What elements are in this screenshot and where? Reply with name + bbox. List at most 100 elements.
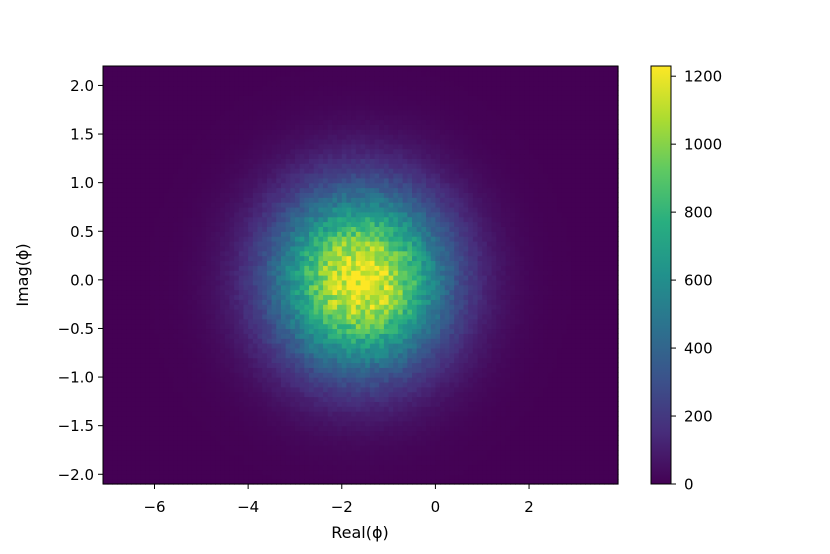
heatmap-cell [201, 435, 207, 441]
heatmap-cell [608, 367, 614, 373]
heatmap-cell [402, 440, 408, 446]
heatmap-cell [271, 381, 277, 388]
heatmap-cell [444, 425, 451, 432]
heatmap-cell [608, 479, 614, 485]
heatmap-cell [608, 284, 614, 291]
heatmap-cell [187, 284, 193, 291]
heatmap-cell [323, 469, 329, 475]
heatmap-cell [271, 313, 277, 320]
heatmap-cell [407, 445, 413, 451]
heatmap-cell [613, 304, 619, 310]
heatmap-cell [379, 347, 385, 354]
heatmap-cell [580, 415, 586, 422]
heatmap-cell [388, 406, 394, 412]
heatmap-cell [477, 294, 483, 300]
heatmap-cell [121, 401, 128, 407]
heatmap-cell [412, 289, 418, 296]
heatmap-cell [412, 275, 418, 281]
heatmap-cell [294, 411, 301, 417]
heatmap-cell [294, 343, 301, 349]
heatmap-cell [594, 265, 600, 271]
heatmap-cell [149, 430, 156, 436]
heatmap-cell [575, 372, 582, 378]
heatmap-cell [533, 430, 540, 436]
heatmap-cell [603, 333, 610, 339]
heatmap-cell [201, 454, 207, 461]
heatmap-cell [468, 479, 474, 485]
heatmap-cell [477, 474, 483, 480]
heatmap-cell [327, 328, 334, 334]
heatmap-cell [454, 328, 460, 334]
heatmap-cell [608, 474, 614, 480]
heatmap-cell [500, 304, 507, 310]
heatmap-cell [566, 445, 572, 451]
heatmap-cell [552, 372, 558, 378]
heatmap-cell [145, 415, 151, 422]
heatmap-cell [234, 294, 240, 300]
heatmap-cell [397, 386, 404, 393]
heatmap-cell [135, 386, 142, 393]
heatmap-cell [285, 406, 291, 412]
heatmap-cell [575, 270, 582, 276]
heatmap-cell [145, 381, 151, 388]
heatmap-cell [271, 265, 277, 271]
heatmap-cell [294, 309, 301, 315]
heatmap-cell [224, 449, 231, 456]
heatmap-cell [613, 328, 619, 334]
heatmap-cell [145, 474, 151, 480]
heatmap-cell [426, 309, 432, 315]
heatmap-cell [257, 265, 263, 271]
heatmap-cell [444, 391, 451, 398]
heatmap-cell [210, 279, 216, 286]
heatmap-cell [365, 411, 371, 417]
heatmap-cell [285, 401, 291, 407]
heatmap-cell [613, 284, 619, 291]
heatmap-cell [252, 309, 259, 315]
heatmap-cell [220, 435, 226, 441]
heatmap-cell [435, 318, 441, 325]
heatmap-cell [290, 474, 296, 480]
heatmap-cell [309, 352, 315, 359]
heatmap-cell [285, 474, 291, 480]
heatmap-cell [477, 299, 483, 305]
heatmap-cell [589, 435, 596, 441]
heatmap-cell [435, 445, 441, 451]
heatmap-cell [271, 479, 277, 485]
heatmap-cell [276, 435, 282, 441]
heatmap-cell [196, 454, 202, 461]
heatmap-cell [524, 352, 530, 359]
heatmap-cell [149, 425, 156, 432]
heatmap-cell [201, 372, 207, 378]
heatmap-cell [529, 270, 535, 276]
heatmap-cell [613, 381, 619, 388]
heatmap-cell [463, 304, 469, 310]
heatmap-cell [486, 323, 493, 330]
heatmap-cell [454, 338, 460, 344]
heatmap-cell [248, 459, 254, 466]
heatmap-cell [210, 265, 216, 271]
heatmap-cell [107, 318, 113, 325]
heatmap-cell [126, 420, 132, 427]
heatmap-cell [126, 377, 132, 383]
heatmap-cell [552, 333, 558, 339]
heatmap-cell [201, 328, 207, 334]
heatmap-cell [575, 406, 582, 412]
heatmap-cell [383, 411, 390, 417]
heatmap-cell [145, 391, 151, 398]
heatmap-cell [491, 420, 497, 427]
heatmap-cell [388, 304, 394, 310]
heatmap-cell [313, 284, 319, 291]
heatmap-cell [580, 411, 586, 417]
heatmap-cell [117, 304, 123, 310]
heatmap-cell [206, 352, 212, 359]
heatmap-cell [285, 367, 291, 373]
heatmap-cell [426, 377, 432, 383]
heatmap-cell [594, 454, 600, 461]
heatmap-cell [440, 279, 446, 286]
heatmap-cell [149, 474, 156, 480]
heatmap-cell [229, 464, 235, 471]
heatmap-cell [323, 440, 329, 446]
heatmap-cell [112, 449, 118, 456]
heatmap-cell [266, 377, 273, 383]
heatmap-cell [309, 367, 315, 373]
